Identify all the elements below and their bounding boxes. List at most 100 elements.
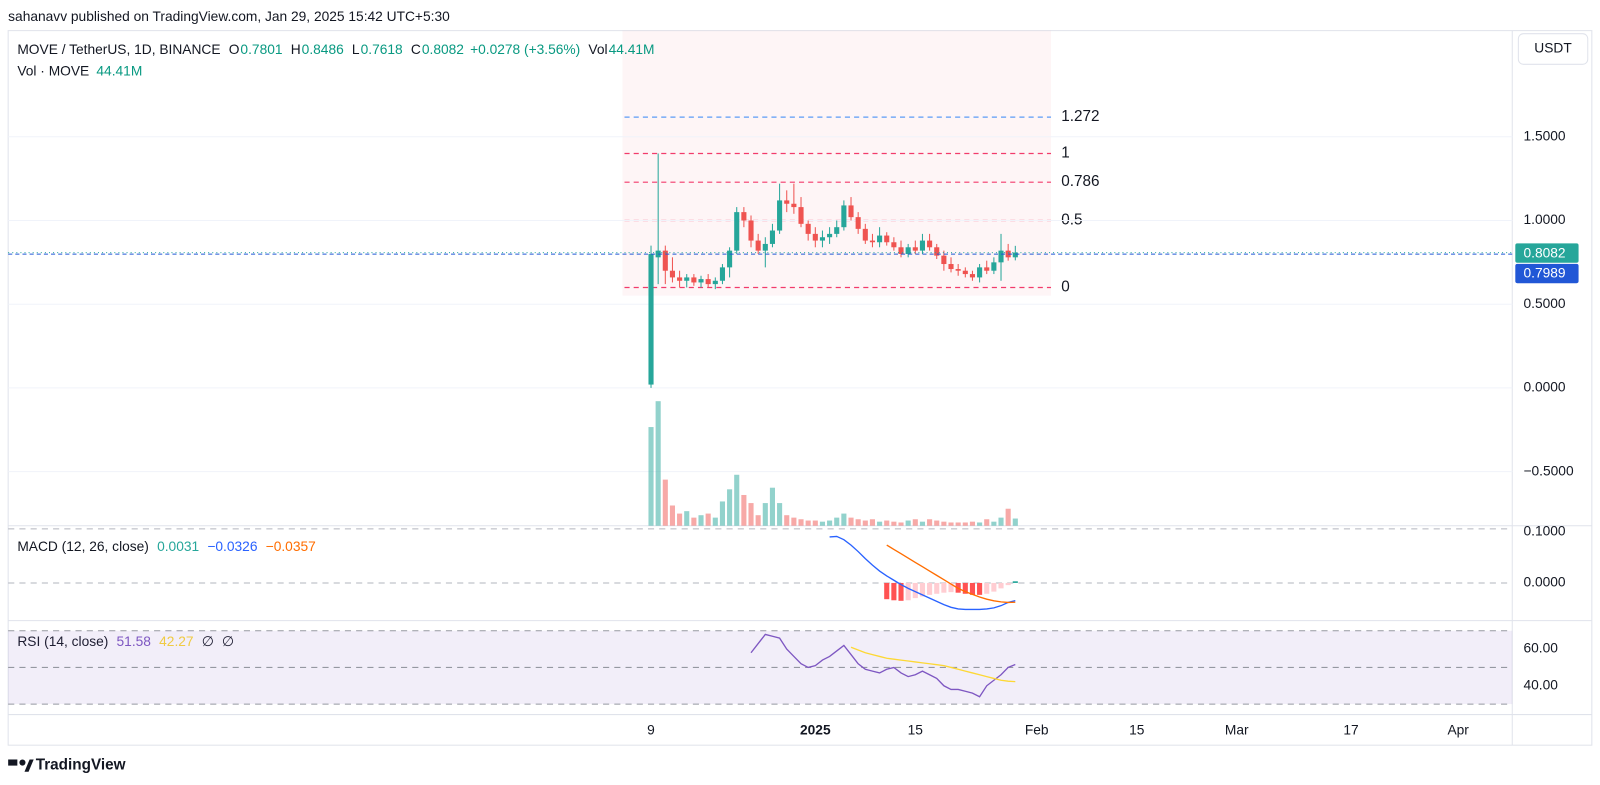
candle-body	[934, 247, 940, 256]
volume-bar	[1012, 518, 1018, 526]
volume-bar	[655, 401, 661, 526]
volume-bar	[955, 522, 961, 526]
candle-body	[905, 247, 911, 254]
candle-body	[769, 230, 775, 244]
volume-bar	[648, 427, 654, 526]
ohlc-label: O	[229, 42, 240, 57]
ohlc-value: 0.7801	[240, 42, 282, 57]
currency-button[interactable]	[1517, 33, 1589, 65]
candle-body	[691, 277, 697, 283]
x-tick-label: 15	[1129, 723, 1145, 738]
volume-bar	[662, 479, 668, 526]
x-tick-label: 15	[908, 723, 924, 738]
volume-bar	[734, 474, 740, 526]
macd-title: MACD (12, 26, close)	[17, 539, 149, 554]
x-tick-label: 17	[1343, 723, 1358, 738]
candle-body	[705, 279, 711, 285]
volume-bar	[998, 517, 1004, 526]
price-label: 0.8082	[1523, 245, 1565, 260]
candle-body	[884, 235, 890, 243]
candle-body	[919, 240, 925, 251]
volume-bar	[669, 505, 675, 526]
volume-bar	[984, 519, 990, 526]
rsi-line	[750, 633, 1016, 698]
ohlc-value: 0.7618	[361, 42, 403, 57]
rsi-value: 51.58	[117, 634, 152, 649]
volume-bar	[855, 519, 861, 526]
fib-zone	[622, 30, 1052, 296]
candle-body	[962, 270, 968, 275]
candle-body	[734, 212, 740, 251]
macd-histogram-bar	[962, 582, 968, 594]
volume-bar	[919, 521, 925, 526]
y-tick-label: 0.0000	[1523, 380, 1565, 395]
candle-body	[912, 247, 918, 251]
currency[interactable]: USDT	[1534, 41, 1572, 56]
candle-body	[898, 247, 904, 254]
volume-bar	[812, 520, 818, 526]
macd-histogram-bar	[919, 582, 925, 597]
volume-bar	[884, 520, 890, 526]
macd-histogram-bar	[934, 582, 940, 594]
macd-histogram-bar	[941, 582, 947, 593]
candle-body	[977, 267, 983, 278]
candle-body	[848, 205, 854, 218]
change: +0.0278 (+3.56%)	[470, 42, 580, 57]
volume-bar	[741, 494, 747, 526]
candle-body	[677, 277, 683, 281]
volume-bar	[791, 517, 797, 526]
candle-body	[741, 212, 747, 221]
candle-body	[941, 255, 947, 265]
x-tick-label: 9	[647, 723, 655, 738]
volume-bar	[684, 511, 690, 526]
macd-histogram-bar	[998, 582, 1004, 589]
macd-tick-label: 0.0000	[1523, 575, 1565, 590]
candle-body	[791, 203, 797, 208]
y-tick-label: 0.5000	[1523, 296, 1565, 311]
volume-bar	[719, 501, 725, 526]
volume-bar	[905, 520, 911, 526]
volume-bar	[991, 521, 997, 526]
volume-bar	[934, 520, 940, 526]
volume-bar	[755, 515, 761, 526]
volume-bar	[877, 521, 883, 526]
candle-body	[648, 253, 654, 385]
y-tick-label: 1.5000	[1523, 128, 1565, 143]
candle-body	[969, 274, 975, 278]
macd-tick-label: 0.1000	[1523, 523, 1565, 538]
volume-bar	[827, 520, 833, 526]
volume-bar	[969, 521, 975, 526]
candle-body	[662, 250, 668, 271]
macd-value: −0.0326	[207, 539, 257, 554]
volume-bar	[691, 517, 697, 526]
volume-bar	[1005, 508, 1011, 526]
candle-body	[812, 233, 818, 241]
rsi-tick-label: 40.00	[1523, 677, 1558, 692]
macd-histogram-bar	[991, 582, 997, 592]
fib-label: 0	[1061, 279, 1070, 296]
volume-bar	[712, 517, 718, 526]
volume-bar	[862, 520, 868, 526]
macd-histogram-bar	[927, 582, 933, 595]
volume-bar	[705, 513, 711, 526]
candle-body	[834, 227, 840, 234]
candle-body	[798, 207, 804, 224]
macd-histogram-bar	[1012, 581, 1018, 583]
candle-body	[727, 250, 733, 268]
ohlc-value: 0.8082	[422, 42, 464, 57]
candle-body	[805, 223, 811, 234]
candle-body	[755, 240, 761, 251]
candle-body	[955, 269, 961, 271]
volume-bar	[891, 521, 897, 526]
main-layer: MOVE / TetherUS, 1D, BINANCE O0.7801 H0.84…	[8, 42, 1579, 738]
candle-body	[669, 270, 675, 278]
macd-histogram-bar	[898, 582, 904, 601]
volume-bar	[927, 519, 933, 526]
rsi-value: ∅	[202, 634, 214, 649]
rsi-value: ∅	[222, 634, 234, 649]
volume-bar	[898, 522, 904, 526]
symbol: MOVE / TetherUS, 1D, BINANCE	[17, 42, 220, 57]
